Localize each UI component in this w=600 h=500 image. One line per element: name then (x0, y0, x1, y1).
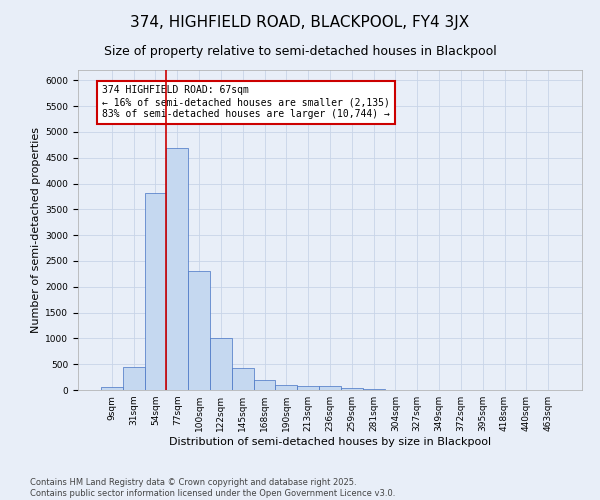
Bar (341, 388, 363, 390)
Bar (166, 148, 188, 390)
Bar (101, 388, 123, 390)
Text: Size of property relative to semi-detached houses in Blackpool: Size of property relative to semi-detach… (104, 45, 496, 58)
Bar (319, 386, 341, 390)
Text: 374 HIGHFIELD ROAD: 67sqm
← 16% of semi-detached houses are smaller (2,135)
83% : 374 HIGHFIELD ROAD: 67sqm ← 16% of semi-… (102, 86, 390, 118)
Y-axis label: Number of semi-detached properties: Number of semi-detached properties (31, 127, 41, 333)
Bar (275, 385, 297, 390)
Bar (254, 380, 275, 390)
Bar (210, 338, 232, 390)
Bar (188, 272, 210, 390)
Bar (145, 193, 166, 390)
Text: Contains HM Land Registry data © Crown copyright and database right 2025.
Contai: Contains HM Land Registry data © Crown c… (30, 478, 395, 498)
Text: 374, HIGHFIELD ROAD, BLACKPOOL, FY4 3JX: 374, HIGHFIELD ROAD, BLACKPOOL, FY4 3JX (130, 15, 470, 30)
Bar (232, 368, 254, 390)
X-axis label: Distribution of semi-detached houses by size in Blackpool: Distribution of semi-detached houses by … (169, 437, 491, 447)
Bar (123, 367, 145, 390)
Bar (297, 386, 319, 390)
